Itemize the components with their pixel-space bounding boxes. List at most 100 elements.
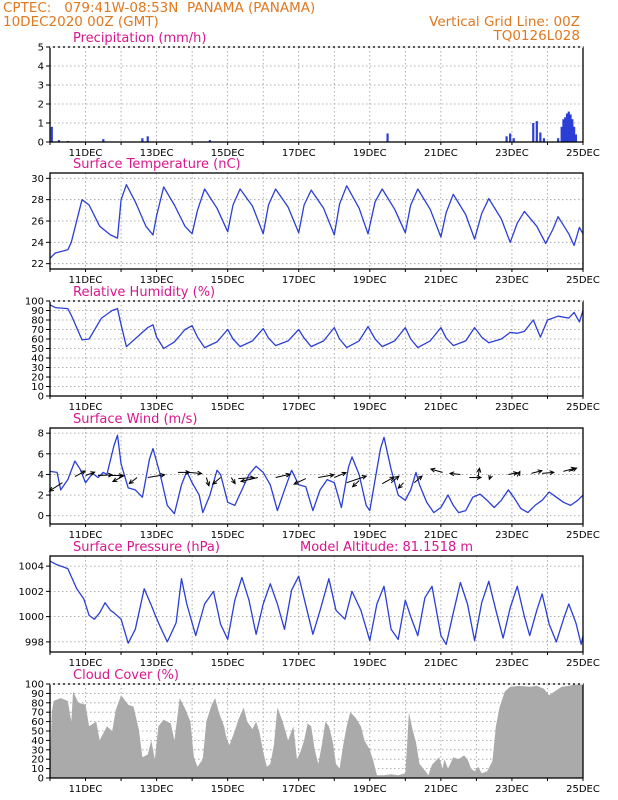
wind-vector [413,475,423,484]
wind-vector-head [111,477,118,483]
precip-bar [564,117,567,142]
humidity-ytick-label: 0 [38,392,44,403]
precip-ytick-label: 5 [38,43,44,54]
wind-xtick-label: 17DEC [282,530,316,541]
wind-vector-head [285,472,292,478]
temp-xtick-label: 21DEC [424,275,458,286]
precip-bar [386,133,389,142]
pressure-ytick-label: 1002 [19,587,44,598]
wind-vector [397,482,404,489]
wind-vector-head [429,467,436,473]
wind-vector [293,478,307,485]
humidity-ytick-label: 100 [25,297,44,308]
wind-vector [238,476,254,480]
wind-vector-head [549,470,555,476]
precip-xtick-label: 19DEC [353,148,387,159]
wind-vector [112,475,125,482]
cloud-ytick-label: 70 [31,708,44,719]
wind-vector [74,470,86,477]
precip-bar [505,136,508,142]
wind-vector-head [197,470,203,476]
precip-bar [535,121,538,142]
humidity-ytick-label: 50 [31,344,44,355]
cloud-xtick-label: 19DEC [353,784,387,795]
temp-xtick-label: 25DEC [566,275,600,286]
wind-vector-head [389,476,395,482]
wind-xtick-label: 25DEC [566,530,600,541]
temp-xtick-label: 23DEC [495,275,529,286]
wind-vector-head [118,473,125,478]
precip-bar [562,119,565,142]
wind-ytick-label: 2 [38,491,44,502]
wind-vector [352,480,360,488]
cloud-cover-area [50,684,583,778]
precip-ytick-label: 1 [38,119,44,130]
cloud-ytick-label: 10 [31,764,44,775]
wind-vector [477,468,480,477]
wind-xtick-label: 23DEC [495,530,529,541]
humidity-line [49,304,584,350]
wind-line [49,434,584,515]
humidity-ytick-label: 80 [31,316,44,327]
temp-line [49,184,584,259]
humidity-ytick-label: 60 [31,335,44,346]
cloud-ytick-label: 60 [31,717,44,728]
wind-vector [240,477,258,482]
wind-vector-head [361,475,368,480]
wind-vector-head [231,479,236,485]
precip-bar [567,111,570,142]
cloud-ytick-label: 90 [31,689,44,700]
pressure-xtick-label: 11DEC [69,658,103,669]
wind-vector [205,477,210,486]
humidity-xtick-label: 11DEC [69,402,103,413]
wind-vector [230,477,236,484]
temp-ytick-label: 26 [31,217,44,228]
wind-vector-head [341,471,348,477]
wind-vector-head [572,467,578,472]
cloud-ytick-label: 0 [38,774,44,785]
cloud-xtick-label: 17DEC [282,784,316,795]
wind-vector [449,472,461,475]
wind-ytick-label: 8 [38,429,44,440]
model-code: TQ0126L028 [493,28,580,44]
temp-ytick-label: 24 [31,238,44,249]
precip-bar [560,126,563,142]
precip-bar [573,126,576,142]
wind-vector-head [128,479,134,485]
wind-title: Surface Wind (m/s) [73,412,197,427]
wind-vector-head [537,469,543,474]
precip-title: Precipitation (mm/h) [73,31,206,46]
wind-vector [390,475,400,484]
cloud-ytick-label: 80 [31,698,44,709]
cloud-xtick-label: 15DEC [211,784,245,795]
wind-vector [531,470,543,474]
precip-xtick-label: 17DEC [282,148,316,159]
humidity-xtick-label: 15DEC [211,402,245,413]
wind-vector [128,477,138,484]
pressure-xtick-label: 17DEC [282,658,316,669]
run-datetime: 10DEC2020 00Z (GMT) [3,14,159,30]
wind-vector-head [329,473,336,478]
wind-xtick-label: 19DEC [353,530,387,541]
humidity-xtick-label: 21DEC [424,402,458,413]
cloud-xtick-label: 23DEC [495,784,529,795]
pressure-line [49,560,584,646]
pressure-xtick-label: 13DEC [140,658,174,669]
temp-xtick-label: 17DEC [282,275,316,286]
humidity-ytick-label: 40 [31,354,44,365]
cloud-xtick-label: 11DEC [69,784,103,795]
pressure-xtick-label: 15DEC [211,658,245,669]
temp-ytick-label: 22 [31,259,44,270]
temp-xtick-label: 13DEC [140,275,174,286]
precip-bar [571,119,574,142]
pressure-frame [49,555,584,653]
wind-vector [188,471,202,474]
wind-vector [147,474,165,479]
precip-bar [509,133,512,142]
precip-bar [57,140,60,142]
humidity-xtick-label: 19DEC [353,402,387,413]
wind-ytick-label: 0 [38,511,44,522]
wind-ytick-label: 4 [38,470,44,481]
wind-vector-head [394,475,400,481]
